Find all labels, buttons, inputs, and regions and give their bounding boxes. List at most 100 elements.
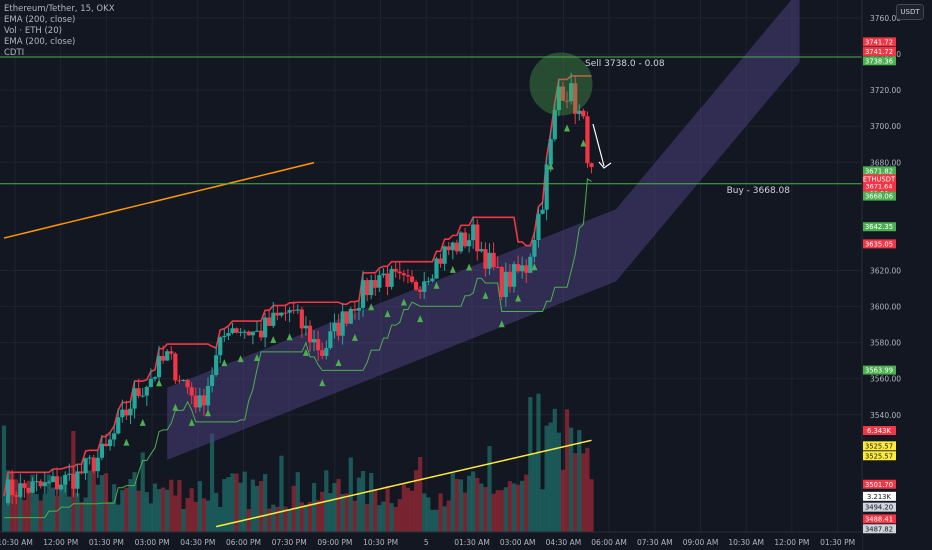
- candle-body: [528, 256, 533, 273]
- legend-cdti[interactable]: CDTI: [4, 48, 25, 58]
- volume-bar: [222, 479, 227, 532]
- currency-button[interactable]: USDT: [896, 4, 924, 20]
- candle-body: [258, 330, 264, 338]
- volume-bar: [169, 479, 174, 532]
- candle-body: [75, 471, 80, 489]
- buy-signal: [547, 162, 554, 170]
- candle-body: [324, 347, 329, 356]
- candle-body: [120, 409, 125, 418]
- buy-signal: [449, 265, 456, 273]
- volume-bar: [344, 493, 349, 532]
- price-label-box: [863, 491, 896, 501]
- volume-bar: [434, 509, 439, 532]
- volume-bar: [238, 482, 243, 532]
- price-label-box: [863, 239, 896, 249]
- volume-bar: [22, 500, 27, 532]
- candles: [5, 72, 594, 506]
- candle-body: [307, 325, 313, 343]
- volume-bar: [193, 501, 198, 532]
- time-tick-label: 01:30 PM: [89, 538, 124, 547]
- candle-body: [352, 308, 357, 311]
- volume-bar: [569, 427, 574, 532]
- volume-bar: [548, 422, 553, 532]
- volume-bar: [87, 470, 92, 532]
- candle-body: [426, 281, 431, 283]
- price-label-box: [863, 365, 896, 375]
- candle-body: [30, 481, 35, 493]
- candle-body: [385, 273, 390, 287]
- volume-bar: [365, 503, 370, 532]
- price-labels: 3741.723741.723738.363671.82ETHUSDT3671.…: [863, 37, 896, 534]
- candle-body: [479, 249, 484, 252]
- volume-bar: [177, 479, 182, 532]
- candle-body: [483, 249, 488, 269]
- candle-body: [250, 331, 255, 336]
- price-label-text: 3642.35: [865, 223, 893, 231]
- price-label-box: [863, 222, 896, 232]
- buy-signal: [498, 320, 505, 328]
- candle-body: [560, 86, 566, 101]
- candle-body: [140, 395, 145, 397]
- volume-bar: [218, 506, 223, 532]
- candle-body: [511, 264, 517, 287]
- volume-bar: [128, 479, 133, 532]
- time-tick-label: 06:00 PM: [226, 538, 261, 547]
- volume-bar: [79, 502, 84, 532]
- buy-signal: [482, 291, 489, 299]
- candle-body: [348, 308, 353, 324]
- candle-body: [254, 330, 260, 332]
- price-label-subtext: 3671.64: [866, 182, 893, 190]
- volume-bar: [515, 484, 521, 532]
- price-tick-label: 3700.00: [870, 122, 901, 131]
- buy-signal: [384, 310, 391, 318]
- candle-body: [71, 473, 76, 489]
- volume-bar: [499, 490, 504, 532]
- volume-bar: [430, 509, 435, 532]
- candle-body: [569, 83, 574, 102]
- buy-signal: [400, 298, 407, 306]
- legend-ema[interactable]: EMA (200, close): [4, 15, 76, 25]
- candle-body: [471, 224, 476, 241]
- buy-signal: [531, 263, 538, 271]
- down-arrow-line: [592, 123, 605, 167]
- candle-body: [577, 110, 582, 114]
- legend-ema-2[interactable]: EMA (200, close): [4, 37, 76, 47]
- buy-signals: [123, 124, 587, 446]
- buy-signal: [123, 438, 130, 446]
- volume-bar: [205, 500, 211, 532]
- price-label-text: 6.343K: [867, 427, 891, 435]
- price-label-box: [863, 514, 896, 524]
- candle-body: [499, 267, 504, 298]
- candle-body: [548, 139, 553, 165]
- price-tick-label: 3540.00: [870, 411, 901, 420]
- candle-body: [177, 380, 182, 382]
- volume-bar: [258, 481, 264, 532]
- time-tick-label: 04:30 PM: [180, 538, 215, 547]
- price-label-box: [863, 166, 896, 176]
- legend-volume[interactable]: Vol · ETH (20): [4, 26, 62, 36]
- volume-bar: [552, 408, 557, 532]
- volume-bar: [59, 485, 64, 532]
- candle-body: [303, 325, 309, 329]
- lower-channel: [4, 178, 592, 519]
- candle-body: [205, 385, 211, 406]
- candle-body: [377, 275, 382, 288]
- volume-bar: [503, 487, 508, 532]
- legend-symbol[interactable]: Ethereum/Tether, 15, OKX: [4, 4, 115, 14]
- volume-bar: [185, 498, 190, 532]
- volume-bar: [487, 446, 492, 532]
- price-tick-label: 3580.00: [870, 339, 901, 348]
- price-label-box: [863, 191, 896, 201]
- volume-bar: [495, 490, 500, 532]
- candle-body: [532, 239, 537, 257]
- candle-body: [185, 379, 190, 388]
- price-label-box: [863, 502, 896, 512]
- price-label-text: 3671.82: [865, 167, 893, 175]
- volume-bar: [181, 508, 186, 532]
- candle-body: [152, 377, 158, 379]
- volume-bar: [393, 506, 398, 532]
- candle-body: [42, 482, 47, 487]
- price-tick-label: 3620.00: [870, 267, 901, 276]
- buy-signal: [139, 418, 146, 426]
